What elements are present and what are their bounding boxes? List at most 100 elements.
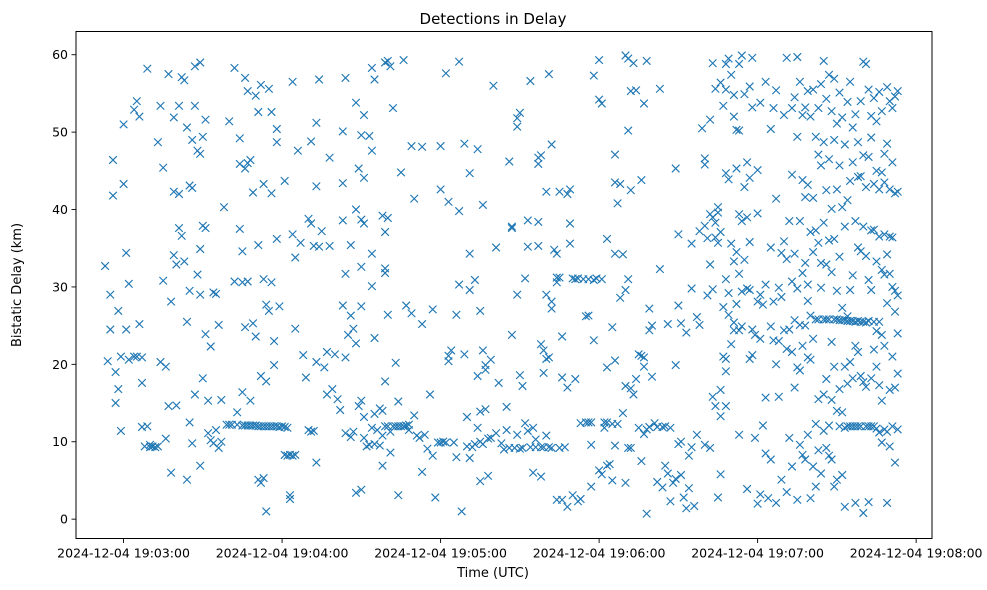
data-point-marker: [473, 371, 482, 381]
data-point-marker: [737, 216, 747, 226]
data-point-marker: [885, 232, 894, 241]
data-point-marker: [851, 110, 860, 119]
data-point-marker: [829, 482, 839, 491]
data-point-marker: [597, 470, 607, 479]
data-point-marker: [116, 352, 126, 361]
data-point-marker: [164, 69, 173, 79]
data-point-marker: [769, 297, 778, 306]
data-point-marker: [835, 88, 844, 97]
data-point-marker: [264, 84, 274, 94]
data-point-marker: [745, 285, 754, 295]
data-point-marker: [602, 418, 612, 427]
data-point-marker: [523, 216, 533, 225]
data-point-marker: [808, 334, 818, 344]
data-point-marker: [885, 185, 894, 194]
data-point-marker: [721, 59, 731, 69]
data-point-marker: [166, 468, 176, 477]
data-point-marker: [785, 216, 794, 226]
data-point-marker: [512, 122, 522, 131]
data-point-marker: [650, 418, 659, 428]
data-point-marker: [378, 461, 387, 470]
data-point-marker: [428, 305, 437, 314]
data-point-marker: [800, 192, 810, 202]
data-point-marker: [827, 106, 836, 116]
data-point-marker: [182, 123, 192, 132]
data-point-marker: [195, 244, 205, 254]
x-tick-label: 2024-12-04 19:05:00: [374, 546, 507, 561]
data-point-marker: [853, 172, 863, 182]
data-point-marker: [407, 309, 416, 318]
data-point-marker: [544, 69, 554, 79]
data-point-marker: [518, 381, 527, 391]
data-point-marker: [795, 440, 805, 450]
data-point-marker: [837, 408, 847, 417]
data-point-marker: [174, 223, 184, 233]
chart-title: Detections in Delay: [420, 10, 567, 28]
data-point-marker: [890, 383, 900, 392]
data-point-marker: [671, 474, 680, 484]
data-point-marker: [417, 467, 427, 477]
data-point-marker: [621, 381, 630, 391]
data-point-marker: [827, 267, 836, 277]
data-point-marker: [756, 98, 765, 107]
data-point-marker: [806, 493, 815, 503]
data-point-marker: [380, 377, 390, 386]
data-point-marker: [713, 238, 723, 248]
data-point-marker: [571, 274, 580, 284]
data-point-marker: [359, 412, 369, 422]
data-point-marker: [338, 178, 348, 188]
data-point-marker: [267, 278, 276, 287]
data-point-marker: [563, 189, 572, 199]
data-point-marker: [753, 499, 762, 508]
data-point-marker: [187, 183, 197, 193]
data-point-marker: [404, 420, 414, 429]
data-point-marker: [766, 322, 776, 331]
data-point-marker: [505, 157, 514, 166]
data-point-marker: [874, 317, 884, 327]
data-point-marker: [158, 276, 168, 285]
data-point-marker: [610, 150, 620, 159]
data-point-marker: [888, 282, 897, 292]
data-point-marker: [114, 306, 123, 316]
data-point-marker: [795, 77, 805, 87]
data-point-marker: [536, 339, 546, 349]
data-point-marker: [848, 271, 857, 280]
data-point-marker: [771, 86, 781, 95]
data-point-marker: [460, 139, 469, 148]
data-point-marker: [217, 437, 226, 446]
y-axis-ticks: 0 10 20 30 40 50 60: [52, 47, 76, 527]
data-point-marker: [700, 221, 710, 231]
data-point-marker: [853, 347, 863, 357]
data-point-marker: [811, 315, 821, 324]
data-point-marker: [494, 378, 503, 388]
data-point-marker: [837, 202, 847, 212]
data-point-marker: [880, 149, 889, 159]
data-point-marker: [829, 74, 839, 83]
data-point-marker: [777, 248, 786, 258]
data-point-marker: [169, 187, 179, 196]
y-tick-label: 60: [52, 47, 68, 62]
data-point-marker: [243, 277, 252, 286]
data-point-marker: [626, 185, 636, 195]
data-point-marker: [610, 441, 620, 450]
data-point-marker: [832, 286, 842, 296]
data-point-marker: [576, 494, 585, 504]
data-point-marker: [811, 419, 821, 429]
data-point-marker: [721, 274, 731, 284]
data-point-marker: [761, 449, 770, 458]
data-point-marker: [240, 164, 250, 173]
data-point-marker: [288, 451, 297, 460]
data-point-marker: [674, 301, 683, 310]
data-point-marker: [803, 180, 813, 190]
data-point-marker: [182, 475, 192, 484]
data-point-marker: [571, 374, 580, 384]
data-point-marker: [756, 334, 765, 344]
data-point-marker: [893, 369, 902, 378]
data-point-marker: [856, 96, 865, 106]
data-point-marker: [441, 69, 451, 78]
data-point-marker: [512, 290, 522, 299]
data-point-marker: [864, 85, 873, 94]
data-point-marker: [158, 163, 168, 172]
data-point-marker: [560, 442, 570, 452]
data-point-marker: [507, 330, 517, 340]
